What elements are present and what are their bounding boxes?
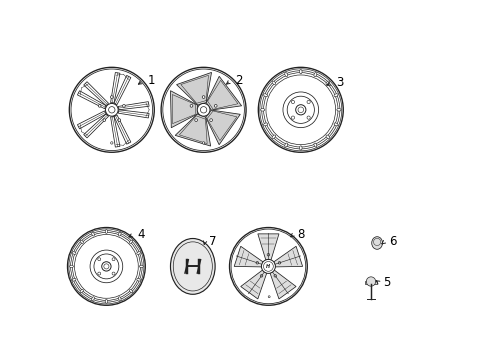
Circle shape — [268, 296, 270, 298]
Text: 8: 8 — [297, 228, 305, 241]
Circle shape — [197, 103, 210, 116]
Polygon shape — [175, 114, 211, 146]
Text: 1: 1 — [147, 75, 155, 87]
Polygon shape — [258, 234, 279, 260]
Ellipse shape — [70, 265, 74, 267]
Ellipse shape — [326, 135, 330, 139]
Ellipse shape — [139, 265, 143, 267]
Ellipse shape — [105, 230, 108, 233]
Circle shape — [202, 96, 205, 98]
Ellipse shape — [272, 135, 275, 139]
Circle shape — [214, 104, 217, 107]
Circle shape — [295, 105, 306, 115]
Polygon shape — [206, 110, 240, 145]
Ellipse shape — [334, 123, 338, 126]
Text: 5: 5 — [383, 276, 391, 289]
Ellipse shape — [129, 289, 133, 293]
Circle shape — [122, 104, 125, 107]
Circle shape — [98, 104, 101, 107]
Ellipse shape — [92, 232, 95, 236]
Ellipse shape — [326, 81, 330, 85]
Text: 7: 7 — [209, 235, 217, 248]
Ellipse shape — [261, 108, 265, 111]
Ellipse shape — [299, 69, 302, 74]
Polygon shape — [274, 246, 303, 267]
Ellipse shape — [119, 232, 121, 236]
Polygon shape — [171, 91, 197, 128]
Circle shape — [118, 119, 121, 121]
Ellipse shape — [92, 297, 95, 301]
Circle shape — [260, 275, 263, 277]
Circle shape — [112, 272, 115, 275]
Polygon shape — [176, 72, 212, 105]
Circle shape — [98, 258, 101, 261]
Polygon shape — [206, 76, 242, 110]
Ellipse shape — [285, 143, 288, 147]
Circle shape — [367, 277, 376, 286]
Ellipse shape — [272, 81, 275, 85]
Ellipse shape — [80, 240, 83, 243]
Ellipse shape — [171, 238, 215, 294]
Text: H: H — [267, 264, 270, 269]
Circle shape — [307, 100, 310, 104]
Circle shape — [102, 262, 111, 271]
Circle shape — [292, 116, 294, 119]
Ellipse shape — [285, 72, 288, 77]
Circle shape — [307, 116, 310, 119]
Ellipse shape — [314, 143, 317, 147]
Ellipse shape — [372, 237, 383, 249]
Text: 4: 4 — [138, 228, 145, 241]
Ellipse shape — [299, 146, 302, 150]
Circle shape — [105, 103, 118, 116]
Circle shape — [110, 96, 113, 98]
Polygon shape — [270, 270, 296, 299]
Circle shape — [98, 272, 101, 275]
Circle shape — [202, 142, 205, 144]
Ellipse shape — [314, 72, 317, 77]
Ellipse shape — [119, 297, 121, 301]
Text: 6: 6 — [389, 235, 396, 248]
Ellipse shape — [73, 278, 76, 281]
Circle shape — [103, 119, 106, 121]
Circle shape — [190, 104, 193, 107]
Circle shape — [267, 253, 270, 256]
Polygon shape — [241, 270, 267, 299]
Ellipse shape — [80, 289, 83, 293]
Circle shape — [278, 262, 281, 264]
Ellipse shape — [129, 240, 133, 243]
Text: 2: 2 — [235, 75, 243, 87]
Ellipse shape — [137, 278, 141, 281]
Circle shape — [210, 119, 213, 121]
Ellipse shape — [264, 94, 268, 96]
Ellipse shape — [105, 300, 108, 303]
Polygon shape — [234, 246, 263, 267]
Circle shape — [274, 275, 276, 277]
Ellipse shape — [334, 94, 338, 96]
Ellipse shape — [337, 108, 341, 111]
Circle shape — [261, 260, 275, 273]
Circle shape — [195, 119, 197, 121]
Ellipse shape — [73, 252, 76, 255]
Ellipse shape — [264, 123, 268, 126]
Circle shape — [292, 100, 294, 104]
Circle shape — [111, 142, 113, 144]
Circle shape — [256, 262, 259, 264]
Circle shape — [112, 258, 115, 261]
Bar — [365, 281, 377, 284]
Text: 3: 3 — [336, 76, 343, 89]
Ellipse shape — [137, 252, 141, 255]
